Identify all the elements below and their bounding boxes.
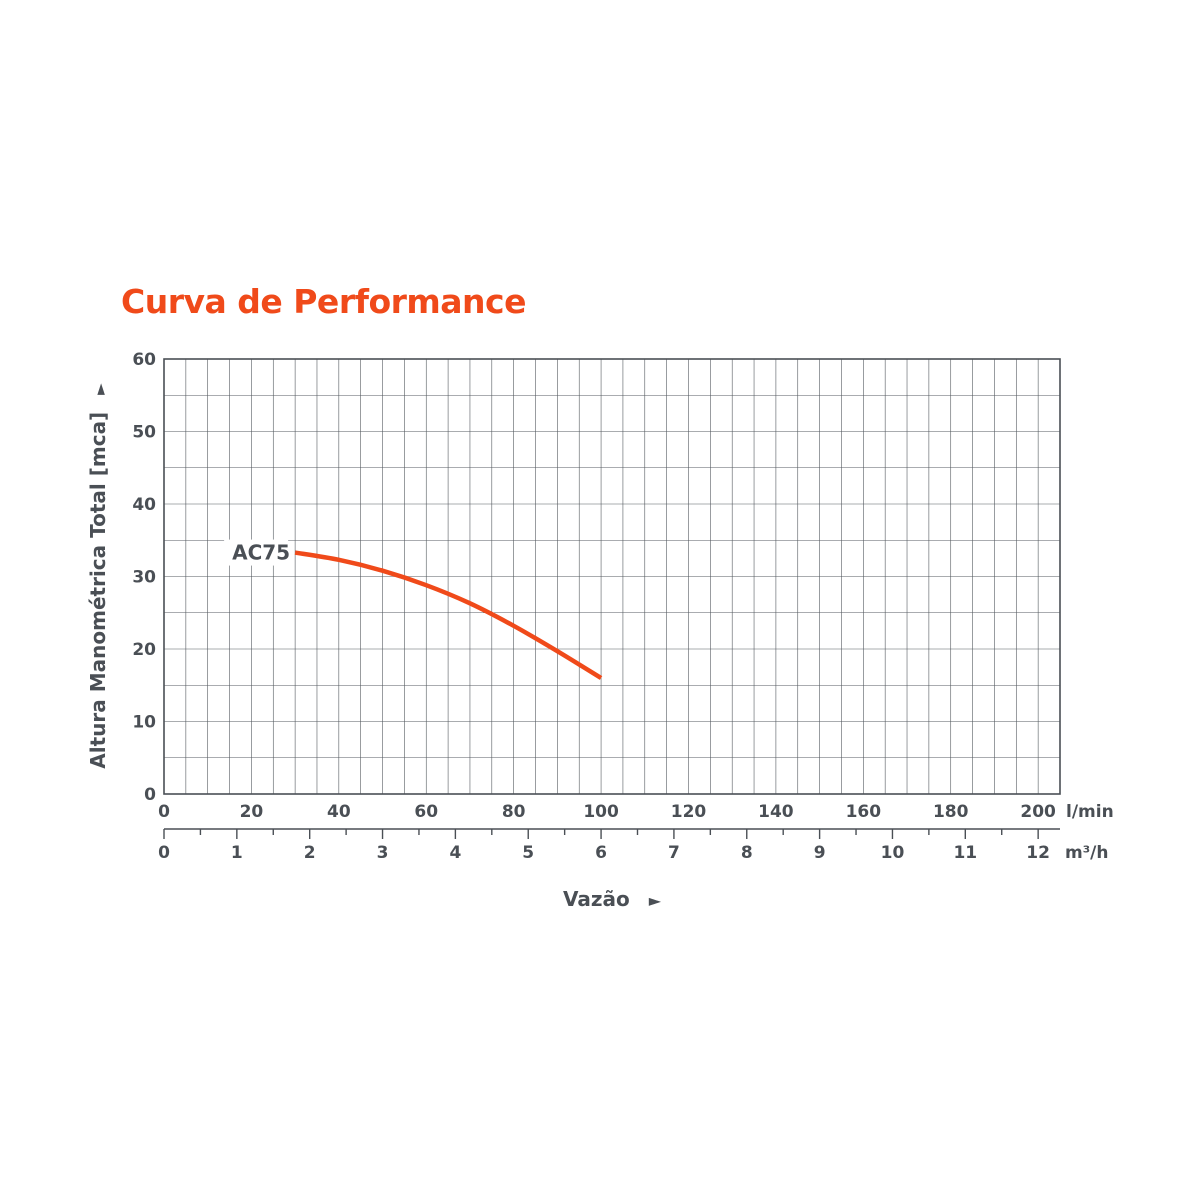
x-tick-label: 80 bbox=[502, 802, 526, 822]
y-axis-arrow: ► bbox=[91, 383, 109, 395]
x2-tick-label: 0 bbox=[158, 843, 170, 863]
x2-tick-label: 6 bbox=[595, 843, 607, 863]
x-tick-label: 120 bbox=[671, 802, 707, 822]
chart-title: Curva de Performance bbox=[121, 282, 526, 321]
x2-tick-label: 4 bbox=[449, 843, 461, 863]
series-label-background bbox=[224, 539, 289, 566]
y-tick-label: 0 bbox=[144, 785, 156, 805]
x-tick-label: 160 bbox=[846, 802, 882, 822]
x2-tick-label: 5 bbox=[522, 843, 534, 863]
x-axis-label: Vazão ► bbox=[563, 887, 662, 911]
x-axis-title: Vazão bbox=[563, 887, 630, 911]
x2-tick-label: 2 bbox=[304, 843, 316, 863]
x2-tick-label: 1 bbox=[231, 843, 243, 863]
y-tick-label: 60 bbox=[132, 350, 156, 370]
y-tick-label: 30 bbox=[132, 568, 156, 588]
y-tick-label: 20 bbox=[132, 640, 156, 660]
x2-tick-label: 8 bbox=[741, 843, 753, 863]
x-tick-label: 60 bbox=[414, 802, 438, 822]
x2-tick-label: 9 bbox=[814, 843, 826, 863]
y-tick-label: 40 bbox=[132, 495, 156, 515]
x2-tick-label: 7 bbox=[668, 843, 680, 863]
x2-unit-label: m³/h bbox=[1065, 843, 1108, 863]
series-label: AC75 bbox=[232, 541, 290, 565]
x-tick-label: 20 bbox=[240, 802, 264, 822]
x-tick-label: 140 bbox=[758, 802, 794, 822]
y-tick-label: 10 bbox=[132, 713, 156, 733]
x-axis-arrow: ► bbox=[649, 891, 662, 910]
grid bbox=[164, 359, 1060, 794]
x-tick-label: 100 bbox=[583, 802, 619, 822]
x2-tick-label: 12 bbox=[1026, 843, 1050, 863]
x-tick-label: 180 bbox=[933, 802, 969, 822]
x2-tick-label: 10 bbox=[881, 843, 905, 863]
x-tick-label: 0 bbox=[158, 802, 170, 822]
plot-frame bbox=[163, 358, 1061, 795]
series-layer: AC75 bbox=[224, 539, 603, 680]
x-unit-label: l/min bbox=[1066, 802, 1114, 822]
y-axis-label: Altura Manométrica Total [mca] ► bbox=[86, 383, 110, 769]
series-line bbox=[294, 550, 603, 680]
x2-tick-label: 11 bbox=[953, 843, 977, 863]
x2-tick-label: 3 bbox=[377, 843, 389, 863]
y-tick-label: 50 bbox=[132, 423, 156, 443]
y-axis-title: Altura Manométrica Total [mca] bbox=[86, 412, 110, 769]
x-tick-label: 200 bbox=[1020, 802, 1056, 822]
x-tick-label: 40 bbox=[327, 802, 351, 822]
